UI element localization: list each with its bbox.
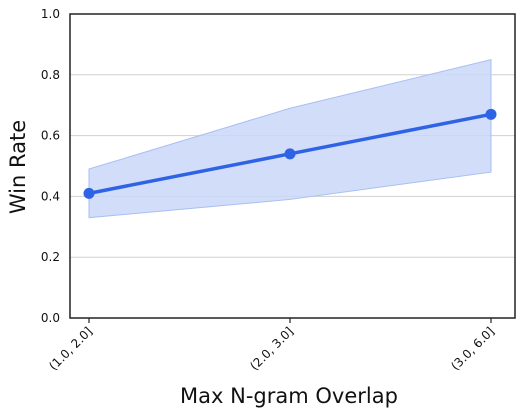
confidence-band xyxy=(88,58,492,219)
series-line xyxy=(83,108,497,199)
x-tick-label: (3.0, 6.0] xyxy=(448,324,497,373)
data-point xyxy=(284,148,296,160)
data-point xyxy=(485,108,497,120)
x-tick-label: (2.0, 3.0] xyxy=(247,324,296,373)
y-tick-label: 0.0 xyxy=(41,311,60,325)
y-tick-label: 0.8 xyxy=(41,68,60,82)
y-axis-title: Win Rate xyxy=(6,120,30,214)
confidence-band-area xyxy=(88,58,492,219)
axes xyxy=(69,13,516,319)
y-tick-label: 0.6 xyxy=(41,129,60,143)
x-axis-title: Max N-gram Overlap xyxy=(180,384,398,408)
data-point xyxy=(83,187,95,199)
plot-frame xyxy=(69,13,516,319)
y-tick-labels: 0.0 0.2 0.4 0.6 0.8 1.0 xyxy=(41,7,60,325)
y-tick-label: 1.0 xyxy=(41,7,60,21)
x-tick-label: (1.0, 2.0] xyxy=(46,324,95,373)
y-tick-label: 0.4 xyxy=(41,189,60,203)
x-tick-labels: (1.0, 2.0] (2.0, 3.0] (3.0, 6.0] xyxy=(46,318,497,373)
y-tick-label: 0.2 xyxy=(41,250,60,264)
